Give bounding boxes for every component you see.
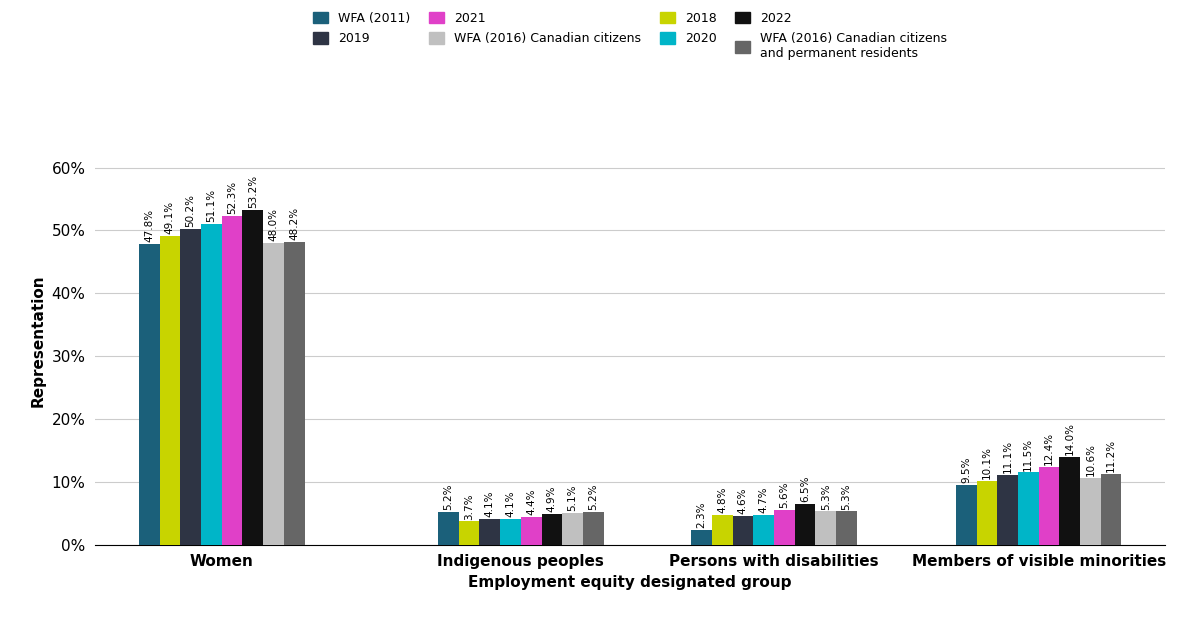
Bar xyxy=(774,509,794,545)
Bar xyxy=(836,511,857,545)
Bar xyxy=(1080,478,1101,545)
X-axis label: Employment equity designated group: Employment equity designated group xyxy=(468,575,792,590)
Bar xyxy=(159,236,181,545)
Text: 4.6%: 4.6% xyxy=(738,487,748,514)
Text: 52.3%: 52.3% xyxy=(227,181,237,214)
Bar xyxy=(1101,474,1121,545)
Text: 12.4%: 12.4% xyxy=(1044,432,1053,465)
Bar xyxy=(521,517,541,545)
Bar xyxy=(243,210,263,545)
Text: 5.2%: 5.2% xyxy=(443,483,453,510)
Bar xyxy=(459,521,479,545)
Text: 53.2%: 53.2% xyxy=(247,175,258,209)
Bar xyxy=(794,504,816,545)
Text: 5.3%: 5.3% xyxy=(842,483,851,509)
Text: 47.8%: 47.8% xyxy=(144,209,155,243)
Bar xyxy=(583,512,604,545)
Bar xyxy=(263,243,284,545)
Bar xyxy=(201,223,221,545)
Text: 4.4%: 4.4% xyxy=(527,488,536,515)
Bar xyxy=(562,513,583,545)
Bar xyxy=(1039,467,1059,545)
Text: 11.2%: 11.2% xyxy=(1106,439,1116,472)
Text: 5.2%: 5.2% xyxy=(589,483,598,510)
Text: 49.1%: 49.1% xyxy=(165,201,175,234)
Bar xyxy=(754,515,774,545)
Text: 5.6%: 5.6% xyxy=(779,481,789,508)
Text: 4.1%: 4.1% xyxy=(485,491,495,517)
Bar xyxy=(181,229,201,545)
Bar xyxy=(541,514,562,545)
Y-axis label: Representation: Representation xyxy=(31,274,46,407)
Bar xyxy=(691,530,712,545)
Bar xyxy=(501,519,521,545)
Text: 3.7%: 3.7% xyxy=(464,493,474,519)
Bar xyxy=(139,245,159,545)
Text: 9.5%: 9.5% xyxy=(961,457,971,483)
Text: 10.6%: 10.6% xyxy=(1086,443,1095,476)
Bar xyxy=(1018,472,1039,545)
Text: 10.1%: 10.1% xyxy=(982,446,992,479)
Bar xyxy=(976,481,998,545)
Text: 51.1%: 51.1% xyxy=(207,189,216,222)
Bar xyxy=(438,512,459,545)
Text: 4.9%: 4.9% xyxy=(547,485,556,512)
Bar xyxy=(221,216,243,545)
Text: 4.8%: 4.8% xyxy=(717,486,728,513)
Text: 2.3%: 2.3% xyxy=(697,502,706,529)
Bar xyxy=(1059,457,1080,545)
Text: 6.5%: 6.5% xyxy=(800,475,810,502)
Text: 48.0%: 48.0% xyxy=(269,208,278,241)
Text: 4.7%: 4.7% xyxy=(759,487,768,513)
Bar xyxy=(998,475,1018,545)
Text: 48.2%: 48.2% xyxy=(289,207,300,240)
Bar xyxy=(956,485,976,545)
Text: 5.3%: 5.3% xyxy=(820,483,831,509)
Text: 11.5%: 11.5% xyxy=(1024,438,1033,470)
Bar xyxy=(816,511,836,545)
Text: 4.1%: 4.1% xyxy=(505,491,516,517)
Bar xyxy=(732,516,754,545)
Text: 11.1%: 11.1% xyxy=(1002,440,1013,473)
Bar xyxy=(284,242,304,545)
Bar xyxy=(479,519,501,545)
Bar xyxy=(712,514,732,545)
Text: 5.1%: 5.1% xyxy=(567,484,578,511)
Text: 14.0%: 14.0% xyxy=(1064,422,1075,455)
Legend: WFA (2011), 2019, 2021, WFA (2016) Canadian citizens, 2018, 2020, 2022, WFA (201: WFA (2011), 2019, 2021, WFA (2016) Canad… xyxy=(313,12,948,60)
Text: 50.2%: 50.2% xyxy=(185,194,196,227)
